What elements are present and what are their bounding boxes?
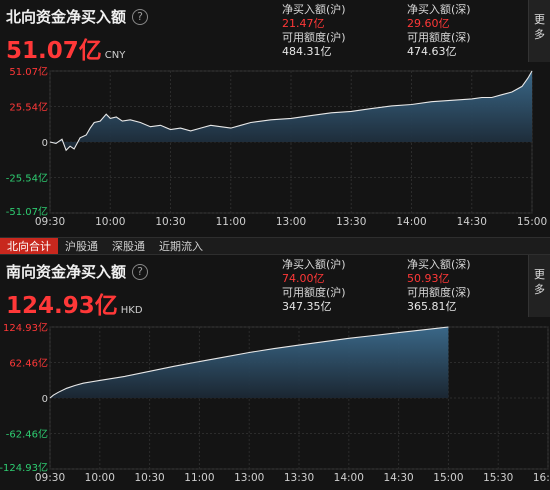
x-tick-label: 10:00 (95, 216, 125, 228)
tab-sz-connect[interactable]: 深股通 (112, 240, 145, 253)
north-buy-sh-value: 21.47亿 (282, 17, 325, 30)
flow-area (50, 327, 449, 398)
tab-recent-inflow[interactable]: 近期流入 (159, 240, 203, 253)
y-tick-label: -51.07亿 (6, 205, 48, 218)
south-quota-sh: 可用额度(沪) 347.35亿 (282, 286, 346, 314)
x-tick-label: 13:30 (336, 216, 366, 228)
north-quota-sz: 可用额度(深) 474.63亿 (407, 31, 471, 59)
south-buy-sz-label: 净买入额(深) (407, 258, 471, 271)
north-buy-sh: 净买入额(沪) 21.47亿 (282, 3, 346, 31)
help-icon[interactable]: ? (132, 9, 149, 25)
south-more-button[interactable]: 更多 (528, 255, 550, 317)
south-quota-sh-label: 可用额度(沪) (282, 286, 346, 299)
north-buy-sh-label: 净买入额(沪) (282, 3, 346, 16)
x-tick-label: 09:30 (35, 472, 65, 484)
north-buy-sz-value: 29.60亿 (407, 17, 450, 30)
flow-area (50, 71, 532, 151)
south-buy-sh-label: 净买入额(沪) (282, 258, 346, 271)
x-tick-label: 14:00 (334, 472, 364, 484)
y-tick-label: 0 (42, 138, 48, 149)
south-currency: HKD (120, 305, 143, 316)
tab-sh-connect[interactable]: 沪股通 (65, 240, 98, 253)
y-tick-label: -62.46亿 (6, 427, 48, 440)
y-tick-label: 62.46亿 (9, 357, 48, 370)
north-quota-sh: 可用额度(沪) 484.31亿 (282, 31, 346, 59)
north-value-text: 51.07亿 (6, 38, 102, 64)
south-buy-sz: 净买入额(深) 50.93亿 (407, 258, 471, 286)
help-icon[interactable]: ? (132, 264, 149, 280)
north-net-value: 51.07亿 CNY (6, 31, 125, 65)
south-buy-sh: 净买入额(沪) 74.00亿 (282, 258, 346, 286)
y-tick-label: 25.54亿 (9, 100, 48, 113)
north-buy-sz: 净买入额(深) 29.60亿 (407, 3, 471, 31)
x-tick-label: 13:00 (234, 472, 264, 484)
y-tick-label: -25.54亿 (6, 172, 48, 185)
north-more-button[interactable]: 更多 (528, 0, 550, 62)
y-tick-label: 51.07亿 (9, 65, 48, 78)
south-title-text: 南向资金净买入额 (6, 263, 127, 281)
flow-line (49, 326, 449, 399)
x-tick-label: 11:00 (184, 472, 214, 484)
north-buy-sz-label: 净买入额(深) (407, 3, 471, 16)
north-title: 北向资金净买入额? (6, 6, 149, 27)
south-quota-sz: 可用额度(深) 365.81亿 (407, 286, 471, 314)
north-quota-sz-value: 474.63亿 (407, 45, 457, 58)
south-buy-sz-value: 50.93亿 (407, 272, 450, 285)
y-tick-label: -124.93亿 (0, 461, 48, 474)
north-title-text: 北向资金净买入额 (6, 8, 127, 26)
x-tick-label: 14:30 (383, 472, 413, 484)
x-tick-label: 10:00 (85, 472, 115, 484)
south-quota-sz-value: 365.81亿 (407, 300, 457, 313)
x-tick-label: 13:30 (284, 472, 314, 484)
market-tabs: 北向合计 沪股通 深股通 近期流入 (0, 237, 550, 255)
x-tick-label: 15:30 (483, 472, 513, 484)
x-tick-label: 13:00 (276, 216, 306, 228)
x-tick-label: 14:00 (396, 216, 426, 228)
y-tick-label: 124.93亿 (3, 321, 48, 334)
x-tick-label: 09:30 (35, 216, 65, 228)
south-title: 南向资金净买入额? (6, 261, 149, 282)
north-quota-sh-label: 可用额度(沪) (282, 31, 346, 44)
north-flow-chart: 09:30 10:00 10:30 11:00 13:00 13:30 14:00 14:30… (6, 65, 547, 228)
south-value-text: 124.93亿 (6, 293, 118, 319)
x-tick-label: 15:00 (433, 472, 463, 484)
tab-north-total[interactable]: 北向合计 (0, 238, 58, 254)
south-quota-sz-label: 可用额度(深) (407, 286, 471, 299)
north-quota-sh-value: 484.31亿 (282, 45, 332, 58)
x-tick-label: 10:30 (134, 472, 164, 484)
y-tick-label: 0 (42, 394, 48, 405)
x-tick-label: 14:30 (457, 216, 487, 228)
north-quota-sz-label: 可用额度(深) (407, 31, 471, 44)
x-tick-label: 15:00 (517, 216, 547, 228)
x-tick-label: 11:00 (216, 216, 246, 228)
x-tick-label: 10:30 (155, 216, 185, 228)
south-net-value: 124.93亿 HKD (6, 286, 143, 320)
south-quota-sh-value: 347.35亿 (282, 300, 332, 313)
north-currency: CNY (104, 50, 126, 61)
flow-line (49, 70, 533, 152)
southbound-panel: 南向资金净买入额? 124.93亿 HKD 净买入额(沪) 74.00亿 净买入额… (0, 255, 550, 490)
south-flow-chart: 09:30 10:00 10:30 11:00 13:00 13:30 14:00 14:30… (0, 321, 550, 484)
south-buy-sh-value: 74.00亿 (282, 272, 325, 285)
northbound-panel: 北向资金净买入额? 51.07亿 CNY 净买入额(沪) 21.47亿 净买入额(… (0, 0, 550, 237)
x-tick-label: 16:00 (533, 472, 550, 484)
